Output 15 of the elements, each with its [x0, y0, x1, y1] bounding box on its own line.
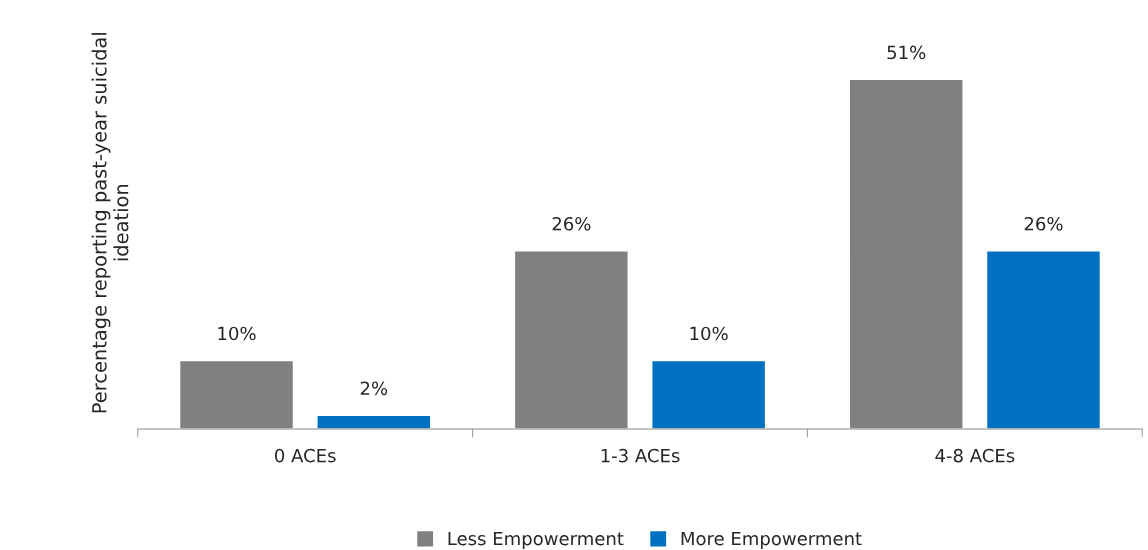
data-label: 26% [552, 216, 591, 231]
data-label: 10% [218, 326, 256, 341]
bar [985, 250, 1102, 429]
bar [316, 414, 432, 429]
data-label: 10% [690, 326, 728, 341]
x-tick-label: 4-8 ACEs [935, 448, 1015, 463]
bar [651, 359, 767, 429]
y-axis-title: Percentage reporting past-year suicidal ideation [91, 33, 129, 413]
data-label: 2% [360, 381, 388, 396]
legend-label: Less Empowerment [448, 531, 624, 549]
data-label: 26% [1024, 216, 1063, 231]
data-label: 51% [887, 45, 926, 60]
legend-label: More Empowerment [681, 531, 862, 549]
x-tick-label: 0 ACEs [275, 448, 336, 463]
x-tick-label: 1-3 ACEs [601, 448, 680, 463]
